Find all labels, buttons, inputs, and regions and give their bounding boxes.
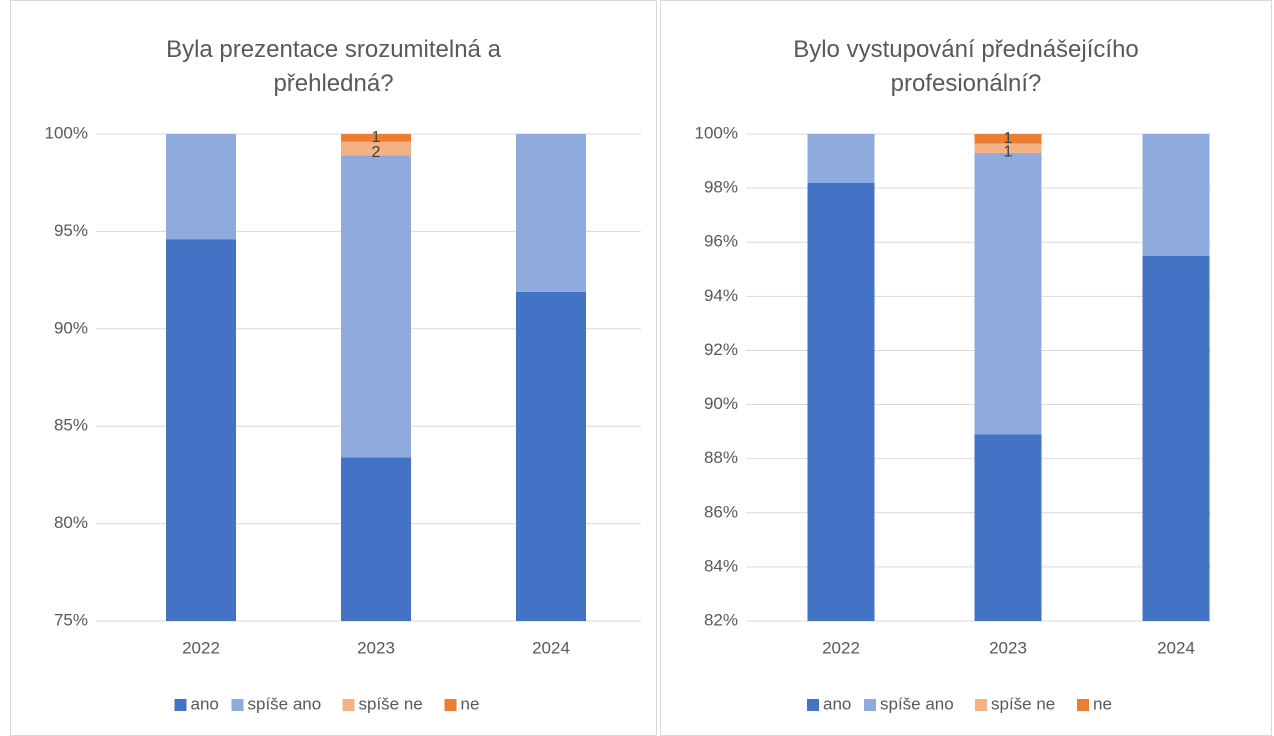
legend-label: ne <box>1093 694 1112 713</box>
y-tick-label: 98% <box>704 178 738 197</box>
bar-segment <box>341 134 411 142</box>
x-tick-label: 2023 <box>357 638 395 657</box>
bar-segment <box>974 434 1042 621</box>
bar-segment <box>1142 134 1210 256</box>
bar-segment <box>166 134 236 240</box>
legend-label: spíše ano <box>248 694 322 713</box>
y-tick-label: 96% <box>704 232 738 251</box>
y-tick-label: 90% <box>704 394 738 413</box>
legend-label: spíše ne <box>991 694 1055 713</box>
x-tick-label: 2023 <box>989 638 1027 657</box>
chart-panel: Byla prezentace srozumitelná a přehledná… <box>10 0 657 736</box>
data-label: 1 <box>1004 130 1013 147</box>
bar-segment <box>974 152 1042 435</box>
y-tick-label: 88% <box>704 448 738 467</box>
chart-title: Bylo vystupování přednášejícího profesio… <box>793 36 1139 97</box>
bar-segment <box>516 134 586 292</box>
bar-segment <box>974 143 1042 153</box>
bar-segment <box>341 141 411 156</box>
bar-segment <box>516 291 586 621</box>
y-tick-label: 94% <box>704 286 738 305</box>
legend-swatch <box>342 699 355 711</box>
bar-segment <box>166 239 236 621</box>
y-tick-label: 100% <box>45 123 88 142</box>
legend-swatch <box>807 699 819 711</box>
bar-segment <box>341 457 411 621</box>
legend-label: spíše ano <box>880 694 954 713</box>
legend-swatch <box>864 699 876 711</box>
legend-label: spíše ne <box>359 694 423 713</box>
legend-label: ano <box>823 694 851 713</box>
chart: 75% 80% 85% 90% 95% 100% 2022 21 2023 2024 ano spíš… <box>45 123 641 713</box>
y-tick-label: 92% <box>704 340 738 359</box>
x-tick-label: 2022 <box>822 638 860 657</box>
y-tick-label: 80% <box>54 513 88 532</box>
bar-segment <box>807 134 875 183</box>
legend-label: ano <box>191 694 219 713</box>
y-tick-label: 84% <box>704 556 738 575</box>
legend-swatch <box>174 699 187 711</box>
data-label: 2 <box>372 144 381 161</box>
legend-swatch <box>231 699 244 711</box>
data-label: 1 <box>1004 143 1013 160</box>
chart: 82% 84% 86% 88% 90% 92% 94% 96% 98% 100% 2022 11 202… <box>695 123 1211 713</box>
chart-title: Byla prezentace srozumitelná a přehledná… <box>166 36 501 97</box>
y-tick-label: 86% <box>704 502 738 521</box>
chart-panel: Bylo vystupování přednášejícího profesio… <box>660 0 1272 736</box>
y-tick-label: 100% <box>695 123 738 142</box>
legend-swatch <box>444 699 457 711</box>
x-tick-label: 2024 <box>532 638 570 657</box>
legend-swatch <box>1077 699 1089 711</box>
legend-swatch <box>975 699 987 711</box>
y-tick-label: 95% <box>54 221 88 240</box>
bar-segment <box>807 182 875 621</box>
y-tick-label: 90% <box>54 318 88 337</box>
y-tick-label: 82% <box>704 610 738 629</box>
y-tick-label: 75% <box>54 610 88 629</box>
y-tick-label: 85% <box>54 416 88 435</box>
x-tick-label: 2024 <box>1157 638 1195 657</box>
bar-segment <box>341 155 411 458</box>
x-tick-label: 2022 <box>182 638 220 657</box>
bar-segment <box>974 134 1042 144</box>
data-label: 1 <box>372 129 381 146</box>
legend-label: ne <box>461 694 480 713</box>
bar-segment <box>1142 255 1210 621</box>
